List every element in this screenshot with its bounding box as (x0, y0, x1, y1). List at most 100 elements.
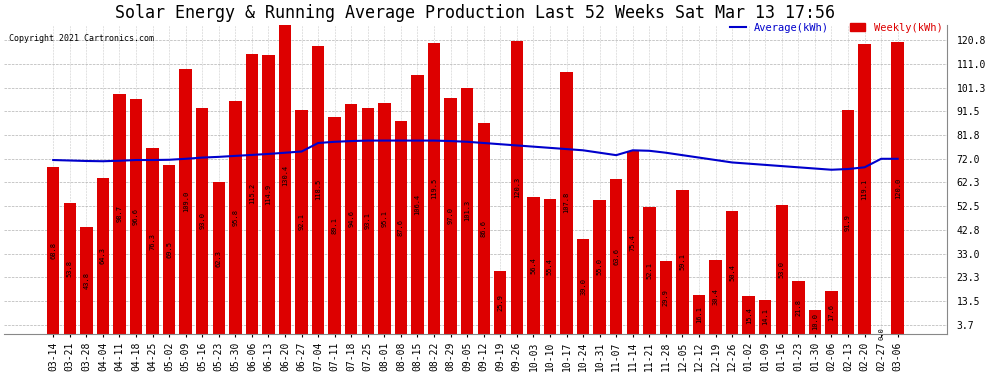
Bar (759, 300, 771, 334)
Bar (544, 199, 556, 334)
Bar (295, 110, 308, 334)
Text: 93.0: 93.0 (199, 212, 205, 229)
Text: 87.6: 87.6 (398, 219, 404, 236)
Bar (279, 17, 291, 334)
Bar (229, 101, 242, 334)
Text: 95.1: 95.1 (381, 210, 387, 227)
Text: 53.8: 53.8 (66, 260, 73, 277)
Bar (312, 46, 325, 334)
Bar (528, 197, 540, 334)
Text: 118.5: 118.5 (315, 179, 321, 200)
Text: 63.6: 63.6 (613, 248, 619, 265)
Text: 15.4: 15.4 (745, 307, 751, 324)
Text: 25.9: 25.9 (497, 294, 503, 311)
Text: 75.4: 75.4 (630, 234, 636, 250)
Bar (262, 54, 274, 334)
Bar (97, 177, 109, 334)
Text: 55.0: 55.0 (597, 258, 603, 276)
Bar (196, 108, 209, 334)
Bar (428, 44, 441, 334)
Text: 50.4: 50.4 (729, 264, 736, 281)
Bar (610, 179, 623, 334)
Text: 96.6: 96.6 (133, 208, 139, 225)
Bar (858, 44, 871, 334)
Bar (163, 165, 175, 334)
Text: 107.8: 107.8 (563, 192, 569, 213)
Bar (577, 239, 589, 334)
Text: 89.1: 89.1 (332, 217, 338, 234)
Text: 76.3: 76.3 (149, 232, 155, 250)
Text: 43.8: 43.8 (83, 272, 89, 289)
Text: 95.8: 95.8 (233, 209, 239, 226)
Bar (644, 207, 655, 334)
Bar (411, 75, 424, 334)
Text: 109.0: 109.0 (183, 191, 189, 212)
Text: 93.1: 93.1 (365, 212, 371, 229)
Bar (329, 117, 341, 334)
Bar (395, 121, 407, 334)
Text: 0.0: 0.0 (878, 327, 884, 340)
Text: 17.6: 17.6 (829, 304, 835, 321)
Bar (246, 54, 258, 334)
Bar (693, 295, 705, 334)
Bar (659, 261, 672, 334)
Text: 69.5: 69.5 (166, 241, 172, 258)
Text: 53.0: 53.0 (779, 261, 785, 278)
Bar (726, 211, 739, 334)
Bar (445, 98, 456, 334)
Text: 10.0: 10.0 (812, 313, 818, 330)
Text: 62.3: 62.3 (216, 250, 222, 267)
Bar (593, 200, 606, 334)
Bar (130, 99, 143, 334)
Bar (627, 150, 639, 334)
Text: 86.6: 86.6 (481, 220, 487, 237)
Bar (63, 203, 76, 334)
Text: 106.4: 106.4 (415, 194, 421, 215)
Text: 114.9: 114.9 (265, 183, 271, 205)
Text: 94.6: 94.6 (348, 210, 354, 227)
Bar (676, 190, 689, 334)
Text: 119.1: 119.1 (861, 178, 867, 200)
Text: 68.8: 68.8 (50, 242, 56, 259)
Bar (378, 103, 391, 334)
Bar (494, 271, 507, 334)
Bar (346, 104, 357, 334)
Text: 97.0: 97.0 (447, 207, 453, 224)
Text: 101.3: 101.3 (464, 200, 470, 221)
Text: 56.4: 56.4 (531, 257, 537, 274)
Bar (709, 260, 722, 334)
Text: 29.9: 29.9 (663, 289, 669, 306)
Text: 120.0: 120.0 (895, 177, 901, 199)
Title: Solar Energy & Running Average Production Last 52 Weeks Sat Mar 13 17:56: Solar Energy & Running Average Productio… (116, 4, 836, 22)
Text: 98.7: 98.7 (117, 206, 123, 222)
Bar (560, 72, 573, 334)
Bar (842, 110, 854, 334)
Bar (775, 205, 788, 334)
Bar (792, 281, 805, 334)
Text: 91.9: 91.9 (845, 214, 851, 231)
Bar (361, 108, 374, 334)
Text: 115.2: 115.2 (248, 183, 254, 204)
Text: 55.4: 55.4 (546, 258, 553, 275)
Bar (809, 309, 821, 334)
Text: 130.4: 130.4 (282, 165, 288, 186)
Bar (113, 94, 126, 334)
Text: 64.3: 64.3 (100, 247, 106, 264)
Bar (147, 148, 158, 334)
Text: 14.1: 14.1 (762, 308, 768, 325)
Bar (213, 182, 225, 334)
Text: 39.0: 39.0 (580, 278, 586, 295)
Legend: Average(kWh), Weekly(kWh): Average(kWh), Weekly(kWh) (726, 19, 946, 37)
Text: 59.1: 59.1 (679, 254, 685, 270)
Bar (742, 296, 754, 334)
Text: 92.1: 92.1 (299, 213, 305, 230)
Text: 52.1: 52.1 (646, 262, 652, 279)
Bar (477, 123, 490, 334)
Bar (891, 42, 904, 334)
Bar (511, 41, 523, 334)
Bar (80, 227, 92, 334)
Text: 30.4: 30.4 (713, 288, 719, 305)
Text: 21.8: 21.8 (795, 299, 801, 316)
Text: Copyright 2021 Cartronics.com: Copyright 2021 Cartronics.com (9, 34, 153, 44)
Text: 120.3: 120.3 (514, 177, 520, 198)
